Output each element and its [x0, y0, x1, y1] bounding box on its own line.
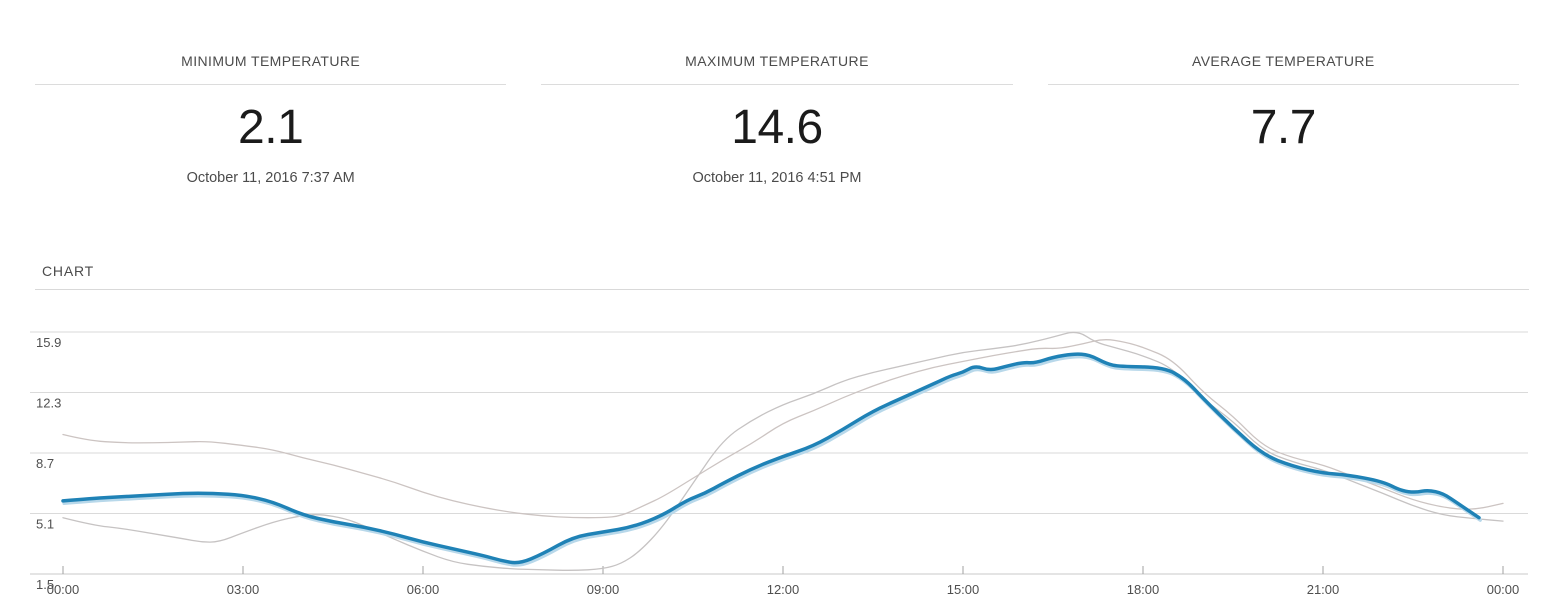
x-axis-label: 12:00 [767, 582, 800, 597]
stat-card-value: 2.1 [238, 101, 304, 154]
chart-section-divider [35, 289, 1529, 290]
stat-card-value: 7.7 [1250, 101, 1317, 154]
chart-section-title: CHART [42, 263, 94, 279]
temperature-reference-1 [62, 339, 1504, 519]
y-axis-label: 8.7 [36, 456, 54, 471]
stat-card-minimum-temperature: MINIMUM TEMPERATURE 2.1 October 11, 2016… [35, 52, 507, 188]
stat-card-timestamp: October 11, 2016 4:51 PM [692, 170, 862, 186]
y-axis-label: 15.9 [36, 335, 61, 350]
y-axis-label: 12.3 [36, 396, 61, 411]
stat-card-average-temperature: AVERAGE TEMPERATURE 7.7 [1047, 52, 1519, 188]
x-axis-label: 00:00 [1487, 582, 1520, 597]
temperature-main [61, 352, 1481, 565]
temperature-chart-svg: 00:00 03:00 06:00 09:00 12:00 15:00 18:00 21:00… [30, 331, 1528, 597]
temperature-chart: 00:00 03:00 06:00 09:00 12:00 15:00 18:00 21:00… [0, 300, 1564, 615]
stat-card-title: AVERAGE TEMPERATURE [1047, 52, 1519, 85]
stat-card-value: 14.6 [731, 101, 823, 154]
stat-card-title: MINIMUM TEMPERATURE [35, 52, 507, 85]
x-axis-label: 18:00 [1127, 582, 1160, 597]
stat-card-maximum-temperature: MAXIMUM TEMPERATURE 14.6 October 11, 201… [541, 52, 1013, 188]
stats-row: MINIMUM TEMPERATURE 2.1 October 11, 2016… [0, 0, 1564, 188]
stat-card-timestamp: October 11, 2016 7:37 AM [186, 170, 355, 186]
chart-section-header: CHART [35, 262, 1529, 290]
y-axis-label: 1.5 [36, 577, 54, 592]
x-axis-label: 03:00 [227, 582, 260, 597]
x-axis-label: 15:00 [947, 582, 980, 597]
x-axis-label: 00:00 [47, 582, 80, 597]
x-axis-label: 06:00 [407, 582, 440, 597]
y-axis-label: 5.1 [36, 517, 54, 532]
x-axis-label: 09:00 [587, 582, 620, 597]
x-axis-label: 21:00 [1307, 582, 1340, 597]
stat-card-title: MAXIMUM TEMPERATURE [541, 52, 1013, 85]
stat-card-timestamp [1048, 169, 1519, 188]
